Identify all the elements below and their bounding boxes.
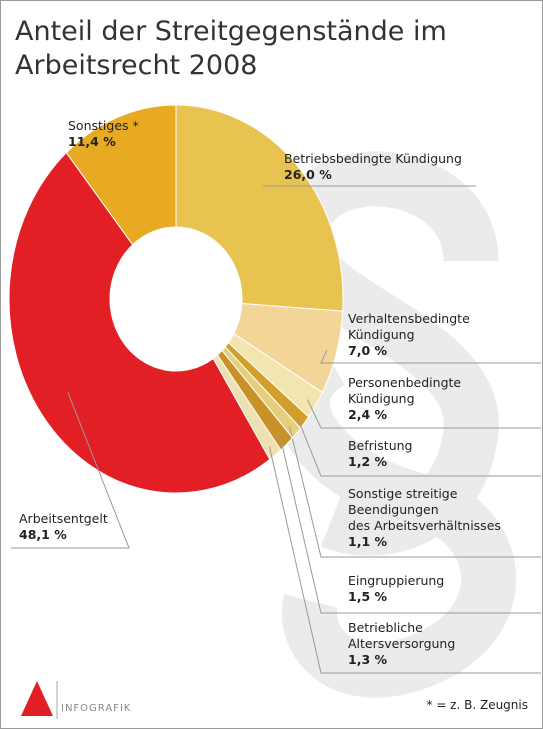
category-label: Personenbedingte Kündigung <box>348 375 462 406</box>
leader-line <box>268 446 541 674</box>
leader-line <box>288 426 541 558</box>
logo <box>21 681 53 716</box>
watermark <box>270 151 516 698</box>
category-label: Sonstiges * <box>68 118 139 133</box>
category-label: Verhaltensbedingte Kündigung <box>348 311 470 342</box>
leader-line <box>11 392 130 549</box>
category-label: Arbeitsentgelt <box>19 511 108 526</box>
value-label: 11,4 % <box>68 134 116 149</box>
category-label: Eingruppierung <box>348 573 445 588</box>
value-label: 7,0 % <box>348 343 388 358</box>
value-label: 48,1 % <box>19 527 67 542</box>
category-label: Betriebsbedingte Kündigung <box>284 151 462 166</box>
slice-label: Sonstige streitige Beendigungen des Arbe… <box>348 486 501 550</box>
slice-label: Betriebsbedingte Kündigung 26,0 % <box>284 151 462 183</box>
value-label: 26,0 % <box>284 167 332 182</box>
slice-label: Betriebliche Altersversorgung 1,3 % <box>348 620 455 668</box>
leader-line <box>320 350 541 364</box>
slice-label: Verhaltensbedingte Kündigung 7,0 % <box>348 311 470 359</box>
value-label: 1,1 % <box>348 534 388 549</box>
category-label: Befristung <box>348 438 413 453</box>
donut-slice <box>175 104 344 312</box>
category-label: Betriebliche Altersversorgung <box>348 620 456 651</box>
source-label: INFOGRAFIK <box>61 703 132 714</box>
slice-label: Arbeitsentgelt 48,1 % <box>19 511 108 543</box>
leader-line <box>279 436 541 614</box>
value-label: 1,5 % <box>348 589 388 604</box>
value-label: 1,3 % <box>348 652 388 667</box>
chart-title: Anteil der Streitgegenstände im Arbeitsr… <box>15 16 447 81</box>
slice-label: Sonstiges * 11,4 % <box>68 118 139 150</box>
leader-line <box>307 399 541 429</box>
slice-label: Eingruppierung 1,5 % <box>348 573 444 605</box>
leader-line <box>296 416 541 477</box>
slice-label: Personenbedingte Kündigung 2,4 % <box>348 375 461 423</box>
category-label: Sonstige streitige Beendigungen des Arbe… <box>348 486 501 533</box>
donut-slice <box>65 104 177 246</box>
footnote: * = z. B. Zeugnis <box>426 698 529 712</box>
value-label: 2,4 % <box>348 407 388 422</box>
slice-label: Befristung 1,2 % <box>348 438 412 470</box>
value-label: 1,2 % <box>348 454 388 469</box>
